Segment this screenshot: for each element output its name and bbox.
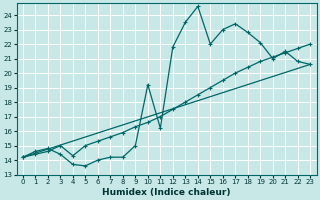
X-axis label: Humidex (Indice chaleur): Humidex (Indice chaleur)	[102, 188, 231, 197]
